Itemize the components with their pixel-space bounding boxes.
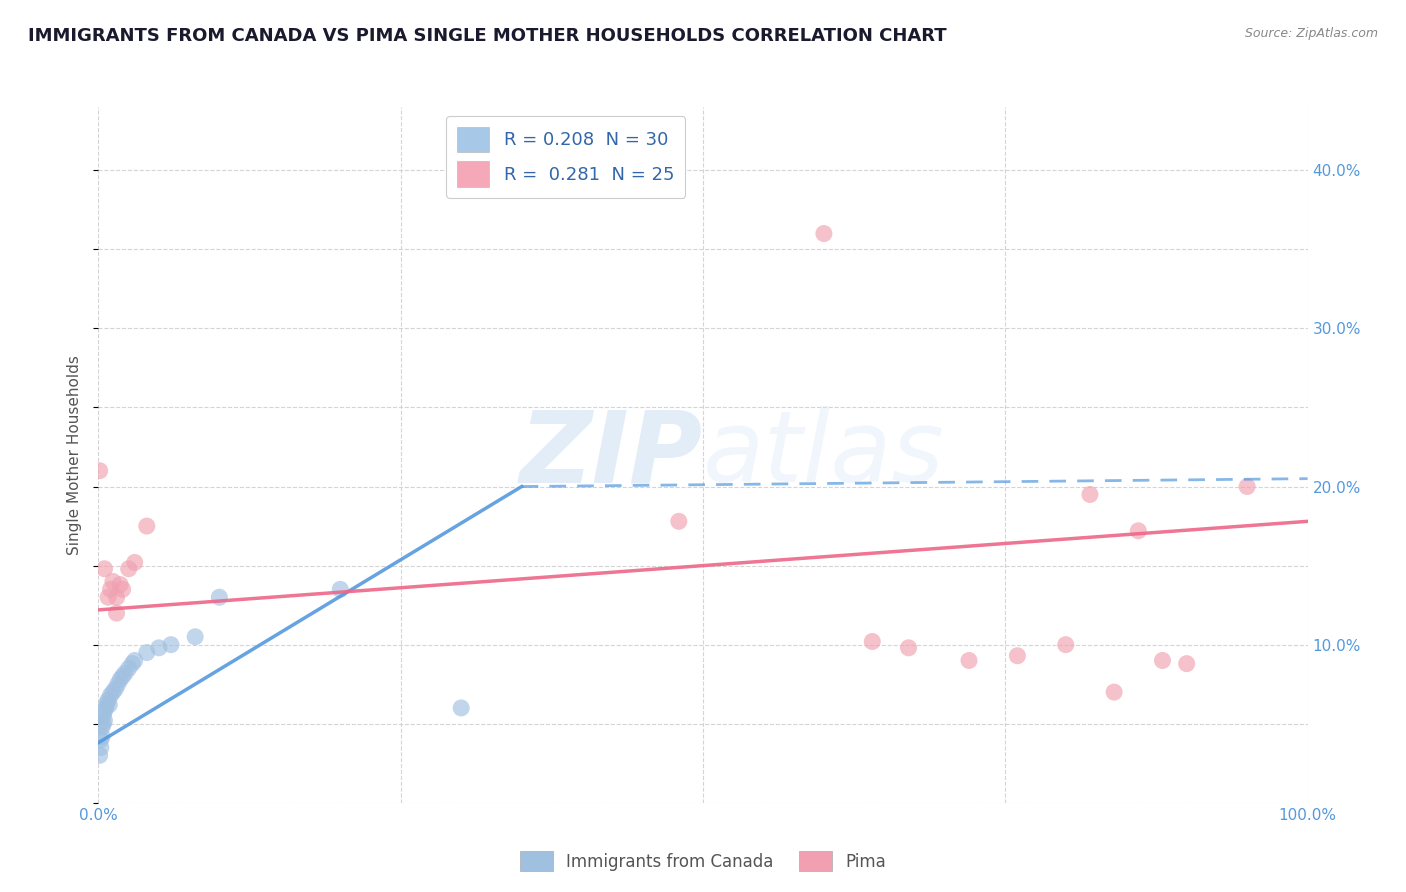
Point — [124, 653, 146, 667]
Point — [91, 730, 114, 744]
Point — [184, 630, 207, 644]
Point — [111, 582, 134, 597]
Point — [97, 693, 120, 707]
Point — [121, 657, 143, 671]
Point — [89, 464, 111, 478]
Point — [93, 562, 115, 576]
Point — [93, 714, 115, 728]
Point — [208, 591, 231, 605]
Point — [96, 696, 118, 710]
Point — [1152, 653, 1174, 667]
Point — [100, 688, 122, 702]
Point — [135, 646, 157, 660]
Point — [91, 716, 114, 731]
Point — [101, 574, 124, 589]
Point — [135, 519, 157, 533]
Point — [90, 740, 112, 755]
Point — [107, 677, 129, 691]
Point — [124, 556, 146, 570]
Point — [91, 720, 114, 734]
Point — [329, 582, 352, 597]
Point — [148, 640, 170, 655]
Point — [1175, 657, 1198, 671]
Point — [1054, 638, 1077, 652]
Point — [1102, 685, 1125, 699]
Point — [897, 640, 920, 655]
Point — [957, 653, 980, 667]
Point — [101, 685, 124, 699]
Point — [160, 638, 183, 652]
Point — [111, 669, 134, 683]
Point — [105, 591, 128, 605]
Point — [118, 562, 141, 576]
Point — [1128, 524, 1150, 538]
Point — [98, 698, 121, 712]
Point — [108, 673, 131, 687]
Point — [114, 666, 136, 681]
Point — [118, 661, 141, 675]
Point — [105, 606, 128, 620]
Point — [668, 514, 690, 528]
Point — [93, 704, 115, 718]
Point — [1078, 487, 1101, 501]
Point — [1236, 479, 1258, 493]
Text: Source: ZipAtlas.com: Source: ZipAtlas.com — [1244, 27, 1378, 40]
Point — [90, 732, 112, 747]
Point — [860, 634, 883, 648]
Text: atlas: atlas — [703, 407, 945, 503]
Text: IMMIGRANTS FROM CANADA VS PIMA SINGLE MOTHER HOUSEHOLDS CORRELATION CHART: IMMIGRANTS FROM CANADA VS PIMA SINGLE MO… — [28, 27, 946, 45]
Point — [94, 701, 117, 715]
Point — [813, 227, 835, 241]
Legend: Immigrants from Canada, Pima: Immigrants from Canada, Pima — [513, 845, 893, 878]
Point — [100, 582, 122, 597]
Y-axis label: Single Mother Households: Single Mother Households — [67, 355, 83, 555]
Text: ZIP: ZIP — [520, 407, 703, 503]
Point — [91, 708, 114, 723]
Point — [104, 681, 127, 696]
Point — [450, 701, 472, 715]
Point — [97, 591, 120, 605]
Point — [1007, 648, 1029, 663]
Point — [108, 577, 131, 591]
Point — [89, 748, 111, 763]
